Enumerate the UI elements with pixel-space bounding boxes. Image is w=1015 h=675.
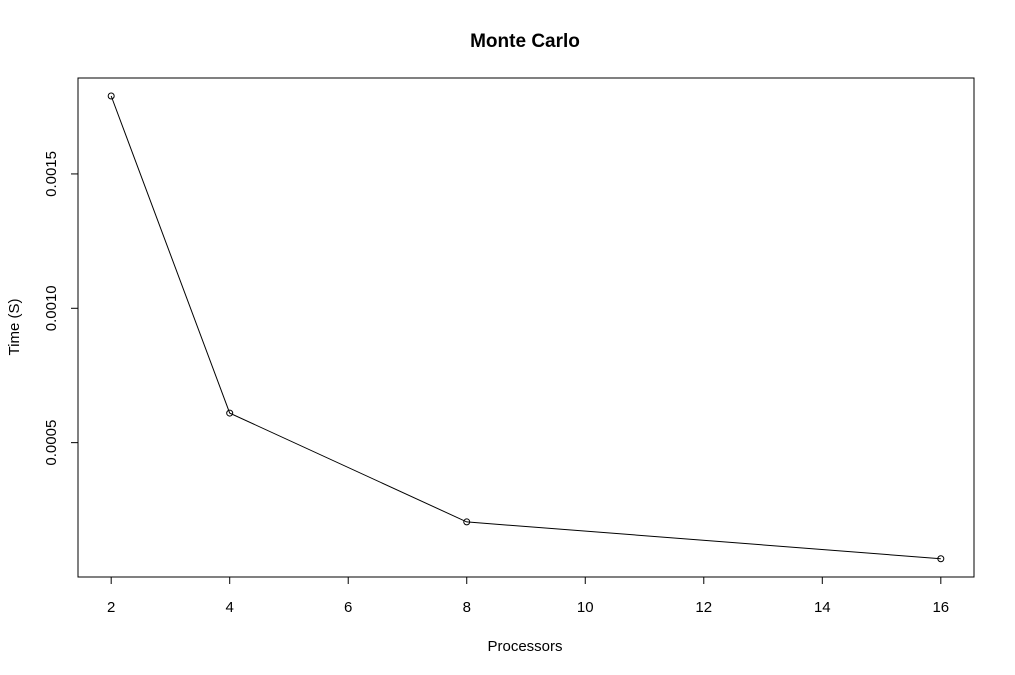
series-line — [110, 95, 941, 560]
plot-frame — [77, 77, 975, 578]
x-axis: 2 4 6 8 10 12 14 16 — [107, 576, 949, 616]
y-tick-label: 0.0005 — [43, 420, 60, 466]
x-axis-label: Processors — [487, 638, 562, 655]
data-point — [463, 518, 471, 526]
data-point — [226, 409, 234, 417]
x-tick-label: 8 — [463, 599, 471, 616]
x-tick-label: 14 — [814, 599, 831, 616]
y-axis-label: Time (S) — [6, 299, 23, 356]
chart-title: Monte Carlo — [470, 31, 580, 52]
x-tick-label: 10 — [577, 599, 594, 616]
series-group — [107, 92, 945, 563]
y-tick-label: 0.0015 — [43, 151, 60, 197]
data-point — [937, 555, 945, 563]
x-tick-label: 16 — [932, 599, 949, 616]
x-tick-label: 6 — [344, 599, 352, 616]
x-tick-label: 4 — [226, 599, 234, 616]
x-tick-label: 2 — [107, 599, 115, 616]
data-point — [107, 92, 115, 100]
y-axis: 0.0005 0.0010 0.0015 — [43, 151, 79, 466]
x-tick-label: 12 — [695, 599, 712, 616]
y-tick-label: 0.0010 — [43, 285, 60, 331]
